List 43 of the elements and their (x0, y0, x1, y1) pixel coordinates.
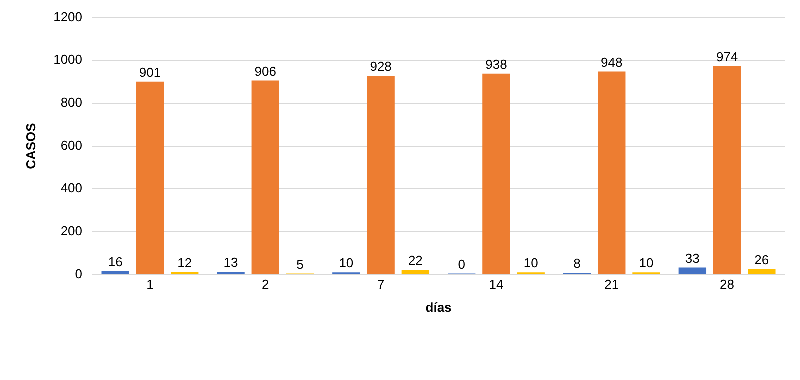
data-label: 16 (108, 254, 123, 270)
data-label: 13 (224, 255, 238, 270)
x-tick-label: 7 (377, 277, 385, 292)
data-label: 938 (486, 56, 508, 72)
y-tick-label: 200 (60, 224, 83, 239)
x-tick-label: 21 (604, 277, 620, 292)
bar (136, 82, 164, 274)
bar (402, 270, 430, 274)
x-tick-label: 28 (720, 277, 735, 292)
y-tick-label: 1000 (54, 52, 83, 68)
data-label: 0 (458, 256, 466, 272)
bar (598, 72, 626, 274)
y-tick-label: 800 (60, 95, 83, 110)
data-label: 22 (408, 253, 423, 268)
y-tick-label: 1200 (54, 9, 83, 24)
y-tick-label: 0 (75, 266, 83, 282)
bar (252, 80, 280, 274)
bar (367, 76, 395, 274)
x-axis-title: días (426, 300, 452, 315)
y-tick-label: 600 (60, 138, 83, 153)
data-label: 928 (370, 59, 392, 74)
y-axis-title: CASOS (23, 122, 38, 170)
data-label: 906 (254, 64, 276, 79)
data-label: 12 (178, 255, 192, 270)
data-label: 8 (574, 256, 581, 272)
x-tick-label: 14 (489, 277, 504, 292)
data-label: 33 (685, 250, 700, 266)
bar (748, 269, 776, 274)
data-label: 26 (754, 252, 770, 268)
data-label: 5 (296, 256, 304, 272)
bar (713, 66, 742, 274)
bar (678, 268, 707, 274)
data-label: 10 (339, 256, 354, 271)
y-tick-label: 400 (60, 180, 83, 196)
data-label: 10 (524, 256, 538, 271)
data-label: 948 (601, 54, 623, 70)
data-label: 901 (139, 64, 162, 80)
data-label: 974 (716, 49, 738, 64)
x-tick-label: 1 (146, 277, 154, 292)
bar (102, 271, 130, 274)
data-label: 10 (639, 256, 654, 271)
bar (482, 74, 510, 274)
x-tick-label: 2 (262, 277, 270, 292)
